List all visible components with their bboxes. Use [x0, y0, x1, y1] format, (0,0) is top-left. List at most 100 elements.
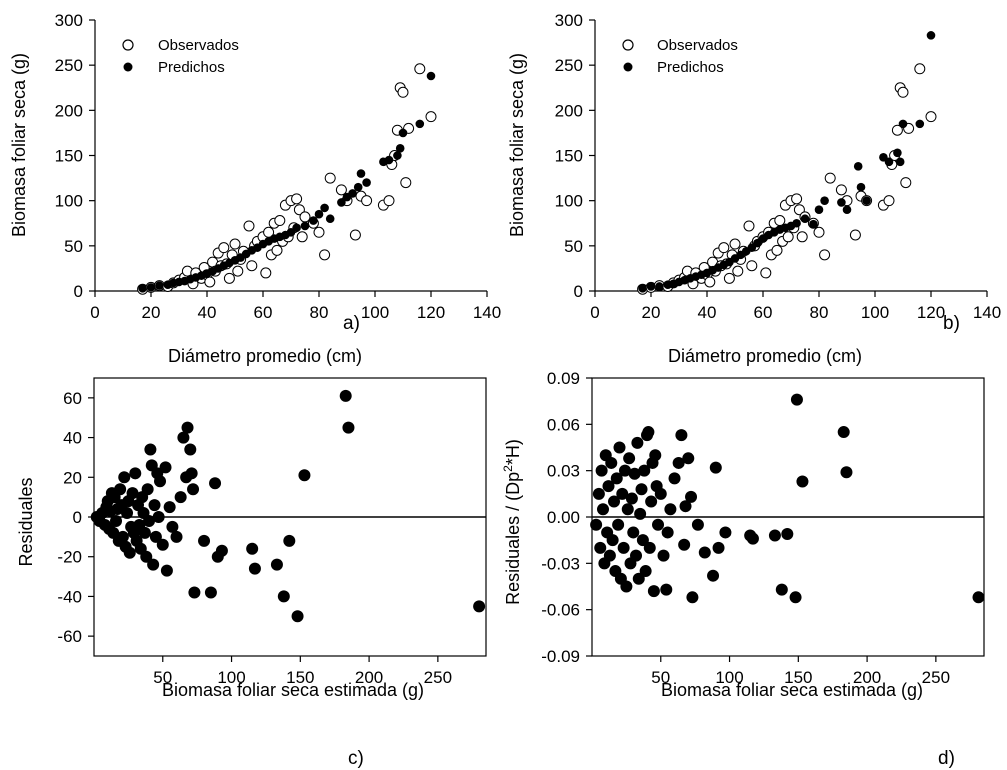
panel-b-legend: Observados Predichos [622, 37, 738, 76]
predicted-point [853, 162, 863, 171]
observed-point [319, 249, 331, 261]
predicted-point [393, 151, 402, 160]
residual-point [342, 421, 355, 434]
legend-observed-marker [622, 39, 634, 51]
residual-point [712, 541, 725, 554]
residual-point [631, 436, 644, 449]
residual-point [664, 503, 677, 516]
y-tick-label: 250 [55, 56, 83, 75]
predicted-point [820, 196, 829, 205]
y-tick-label: 250 [555, 56, 583, 75]
observed-point [760, 267, 772, 279]
x-tick-label: 120 [917, 303, 945, 322]
residual-point [679, 500, 692, 513]
residual-point [660, 583, 673, 596]
residual-point [277, 590, 290, 603]
residual-point [121, 507, 134, 520]
observed-point [349, 229, 361, 241]
residual-point [639, 565, 652, 578]
predicted-point [384, 155, 394, 165]
residual-point [668, 472, 681, 485]
observed-point [813, 226, 825, 238]
panel-d-plot-area: 50 100 150 200 250 0.09 0.06 0.03 0.00 -0.03 -0.06… [541, 369, 985, 687]
panel-a-scatter: 0 20 40 60 80 100 120 140 0 50 100 150 200 250 300 Obs… [9, 11, 501, 366]
panel-b-ylabel: Biomasa foliar seca (g) [507, 53, 527, 237]
panel-a-tag: a) [343, 313, 360, 334]
x-tick-label: 250 [424, 668, 452, 687]
residual-point [140, 550, 153, 563]
predicted-point [646, 282, 656, 291]
residual-point [154, 475, 167, 488]
panel-d-tag: d) [938, 748, 955, 769]
legend-predicted-label: Predichos [657, 59, 724, 76]
x-tick-label: 50 [651, 668, 670, 687]
residual-point [597, 503, 610, 516]
y-tick-label: 0.09 [547, 369, 580, 388]
observed-point [291, 193, 303, 205]
panel-b-tag: b) [943, 313, 960, 334]
x-tick-label: 200 [355, 668, 383, 687]
y-tick-label: 150 [55, 147, 83, 166]
residual-point [141, 483, 154, 496]
residual-point [144, 443, 157, 456]
x-tick-label: 60 [254, 303, 273, 322]
residual-point [972, 591, 985, 604]
panel-c-tag: c) [348, 748, 364, 769]
residual-point [116, 530, 129, 543]
residual-point [160, 564, 173, 577]
panel-d-scatter: 50 100 150 200 250 0.09 0.06 0.03 0.00 -0.03 -0.06… [501, 369, 985, 769]
y-tick-label: 60 [63, 389, 82, 408]
panel-a-ylabel: Biomasa foliar seca (g) [9, 53, 29, 237]
residual-point [612, 518, 625, 531]
y-tick-label: 0 [73, 508, 82, 527]
observed-point [324, 172, 336, 184]
residual-point [627, 526, 640, 539]
residual-point [590, 518, 603, 531]
predicted-point [337, 198, 346, 207]
x-tick-label: 140 [473, 303, 501, 322]
panel-b-plot-area: 0 20 40 60 80 100 120 140 0 50 100 150 200 250 300 [555, 11, 1002, 322]
observed-point [223, 272, 235, 284]
residual-point [837, 426, 850, 439]
residual-point [123, 546, 136, 559]
residual-point [147, 558, 160, 571]
observed-point [883, 195, 895, 207]
residual-point [661, 526, 674, 539]
residual-point [789, 591, 802, 604]
observed-point [400, 177, 412, 189]
observed-point [414, 63, 426, 75]
residual-point [473, 600, 486, 613]
legend-observed-label: Observados [657, 37, 738, 54]
predicted-point [893, 148, 902, 158]
predicted-point [837, 198, 846, 207]
observed-point [849, 229, 861, 241]
residual-point [610, 472, 623, 485]
residual-point [682, 452, 695, 465]
observed-point [232, 265, 244, 277]
residual-point [339, 389, 352, 402]
observed-point [704, 276, 716, 288]
y-tick-label: 200 [55, 101, 83, 120]
observed-point [204, 276, 216, 288]
panel-b-scatter: 0 20 40 60 80 100 120 140 0 50 100 150 200 250 300 Obs… [507, 11, 1001, 366]
predicted-point [655, 282, 664, 291]
residual-point [657, 549, 670, 562]
y-tick-label: -40 [57, 587, 82, 606]
x-tick-label: 40 [698, 303, 717, 322]
predicted-point [155, 281, 164, 290]
observed-point [313, 226, 325, 238]
legend-predicted-marker [123, 62, 133, 72]
residual-point [613, 441, 626, 454]
residual-point [118, 471, 131, 484]
predicted-point [300, 221, 310, 231]
residual-point [129, 467, 142, 480]
residual-point [638, 464, 651, 477]
y-tick-label: -0.06 [541, 601, 580, 620]
x-tick-label: 0 [590, 303, 599, 322]
residual-point [184, 443, 197, 456]
observed-point [299, 211, 311, 223]
x-tick-label: 20 [642, 303, 661, 322]
predicted-point [398, 128, 408, 138]
x-tick-label: 0 [90, 303, 99, 322]
